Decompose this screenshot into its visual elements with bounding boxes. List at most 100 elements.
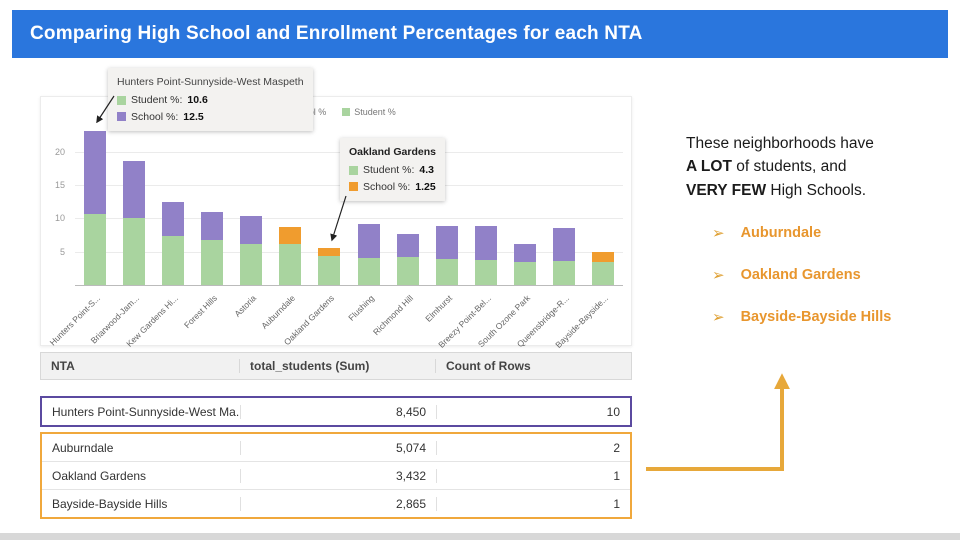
bar-segment-school [435, 225, 458, 259]
table-row: Oakland Gardens 3,432 1 [42, 461, 630, 489]
bullet-bayside-bayside-hills: ➢ Bayside-Bayside Hills [712, 308, 891, 326]
neighborhood-bullet-list: ➢ Auburndale ➢ Oakland Gardens ➢ Bayside… [712, 224, 891, 326]
bullet-label: Oakland Gardens [740, 267, 861, 283]
bar-segment-student [357, 258, 380, 285]
bar-segment-student [122, 218, 145, 285]
bar-segment-school [553, 227, 576, 261]
tooltip-school-label: School %: [363, 180, 411, 193]
bar-segment-student [161, 235, 184, 285]
header-total-students: total_students (Sum) [239, 359, 435, 373]
cell-count: 10 [436, 404, 630, 419]
legend-swatch-student [342, 108, 351, 116]
x-axis-label: Hunters Point-S... [47, 293, 102, 348]
tooltip-title: Hunters Point-Sunnyside-West Maspeth [117, 76, 304, 88]
page-title: Comparing High School and Enrollment Per… [30, 23, 643, 44]
bar-segment-school [514, 244, 537, 263]
bullet-auburndale: ➢ Auburndale [712, 224, 891, 242]
highlighted-rows-orange: Auburndale 5,074 2 Oakland Gardens 3,432… [40, 432, 632, 519]
table-row: Auburndale 5,074 2 [42, 434, 630, 461]
cell-count: 1 [436, 496, 630, 511]
bullet-label: Auburndale [740, 225, 822, 241]
cell-nta: Bayside-Bayside Hills [52, 496, 168, 511]
bar-segment-school [318, 248, 341, 257]
y-axis-tick-label: 5 [59, 246, 65, 257]
cell-nta: Oakland Gardens [52, 468, 147, 483]
bar-segment-student [279, 244, 302, 285]
cell-total: 3,432 [240, 468, 436, 483]
bar-segment-student [553, 261, 576, 285]
tooltip-school-value: 12.5 [183, 110, 204, 123]
cell-total: 5,074 [240, 440, 436, 455]
tooltip-oakland-gardens: Oakland Gardens Student %: 4.3 School %:… [340, 138, 445, 201]
y-axis-tick-label: 10 [54, 213, 65, 224]
bar-segment-school [357, 223, 380, 259]
student-swatch [117, 95, 126, 105]
note-line3-rest: High Schools. [766, 181, 867, 199]
slide-bottom-edge [0, 533, 960, 540]
tooltip-row-school: School %: 1.25 [349, 179, 436, 195]
legend-label-student: Student % [354, 107, 396, 117]
bullet-label: Bayside-Bayside Hills [740, 309, 892, 325]
bar-segment-school [279, 227, 302, 245]
bar-segment-student [475, 259, 497, 285]
legend-item-student: Student % [342, 107, 396, 117]
x-axis: Hunters Point-S... Briarwood-Jam... Kew Ga… [47, 287, 623, 350]
note-line2-rest: of students, and [731, 158, 847, 176]
bar-segment-student [396, 257, 419, 285]
tooltip-student-value: 10.6 [187, 94, 208, 107]
bar-segment-student [240, 243, 263, 285]
bar-segment-student [435, 259, 458, 285]
note-line1: These neighborhoods have [686, 135, 874, 152]
bar-segment-student [201, 239, 223, 285]
tooltip-school-label: School %: [131, 110, 179, 123]
bar-chart-plot [75, 125, 623, 286]
table-to-bullets-arrow [646, 373, 790, 471]
tooltip-school-value: 1.25 [415, 180, 436, 193]
tooltip-student-value: 4.3 [419, 164, 434, 177]
student-swatch [349, 165, 358, 175]
tooltip-hunters-point: Hunters Point-Sunnyside-West Maspeth Stu… [108, 68, 313, 131]
header-nta: NTA [51, 359, 75, 373]
arrow-bullet-icon: ➢ [712, 267, 725, 284]
note-bold-very-few: VERY FEW [686, 181, 767, 199]
note-bold-a-lot: A LOT [686, 158, 732, 176]
gridline [75, 218, 623, 220]
cell-total: 2,865 [240, 496, 436, 511]
nta-table: NTA total_students (Sum) Count of Rows H… [40, 352, 632, 519]
cell-nta: Auburndale [52, 440, 114, 455]
tooltip-student-label: Student %: [363, 164, 415, 177]
arrow-bullet-icon: ➢ [712, 309, 725, 326]
tooltip-row-student: Student %: 10.6 [117, 92, 304, 108]
tooltip-title: Oakland Gardens [349, 146, 436, 158]
tooltip-row-student: Student %: 4.3 [349, 162, 436, 178]
bar-segment-school [83, 131, 106, 215]
bar-segment-student [514, 262, 537, 285]
tooltip-student-label: Student %: [131, 94, 183, 107]
table-header-row: NTA total_students (Sum) Count of Rows [40, 352, 632, 380]
school-swatch [349, 182, 358, 192]
highlighted-row-purple: Hunters Point-Sunnyside-West Ma... 8,450… [40, 396, 632, 427]
bullet-oakland-gardens: ➢ Oakland Gardens [712, 266, 891, 284]
bar-segment-school [201, 211, 223, 240]
cell-count: 1 [436, 468, 630, 483]
bar-segment-school [161, 202, 184, 236]
bar-segment-school [592, 251, 615, 263]
arrow-bullet-icon: ➢ [712, 225, 725, 242]
header-count-of-rows: Count of Rows [435, 359, 631, 373]
table-row: Hunters Point-Sunnyside-West Ma... 8,450… [42, 398, 630, 425]
bar-segment-school [122, 161, 145, 219]
slide-header: Comparing High School and Enrollment Per… [12, 10, 948, 58]
bar-segment-student [592, 262, 615, 285]
cell-nta: Hunters Point-Sunnyside-West Ma... [52, 404, 240, 419]
bar-segment-student [318, 256, 341, 285]
table-row: Bayside-Bayside Hills 2,865 1 [42, 489, 630, 517]
cell-count: 2 [436, 440, 630, 455]
gridline [75, 251, 623, 253]
school-swatch [117, 112, 126, 122]
bar-segment-student [83, 214, 106, 285]
y-axis: 5 10 15 20 [41, 125, 71, 285]
y-axis-tick-label: 20 [54, 146, 65, 157]
bar-segment-school [240, 215, 263, 244]
